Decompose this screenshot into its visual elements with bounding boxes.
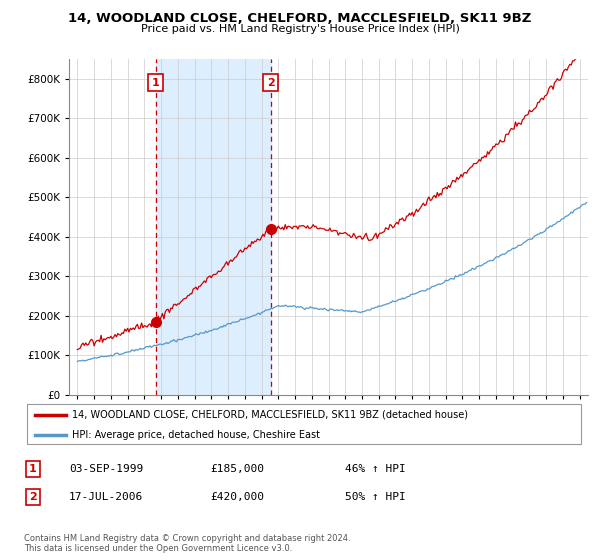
Text: 03-SEP-1999: 03-SEP-1999 xyxy=(69,464,143,474)
FancyBboxPatch shape xyxy=(27,404,581,444)
Text: 17-JUL-2006: 17-JUL-2006 xyxy=(69,492,143,502)
Text: 50% ↑ HPI: 50% ↑ HPI xyxy=(345,492,406,502)
Text: £420,000: £420,000 xyxy=(210,492,264,502)
Text: 1: 1 xyxy=(29,464,37,474)
Text: £185,000: £185,000 xyxy=(210,464,264,474)
Text: 14, WOODLAND CLOSE, CHELFORD, MACCLESFIELD, SK11 9BZ: 14, WOODLAND CLOSE, CHELFORD, MACCLESFIE… xyxy=(68,12,532,25)
Text: HPI: Average price, detached house, Cheshire East: HPI: Average price, detached house, Ches… xyxy=(71,430,320,440)
Text: 1: 1 xyxy=(152,77,160,87)
Text: Price paid vs. HM Land Registry's House Price Index (HPI): Price paid vs. HM Land Registry's House … xyxy=(140,24,460,34)
Text: 14, WOODLAND CLOSE, CHELFORD, MACCLESFIELD, SK11 9BZ (detached house): 14, WOODLAND CLOSE, CHELFORD, MACCLESFIE… xyxy=(71,409,467,419)
Text: 2: 2 xyxy=(266,77,274,87)
Bar xyxy=(155,59,271,395)
Text: 46% ↑ HPI: 46% ↑ HPI xyxy=(345,464,406,474)
Bar xyxy=(575,59,588,395)
Text: Contains HM Land Registry data © Crown copyright and database right 2024.
This d: Contains HM Land Registry data © Crown c… xyxy=(24,534,350,553)
Text: 2: 2 xyxy=(29,492,37,502)
